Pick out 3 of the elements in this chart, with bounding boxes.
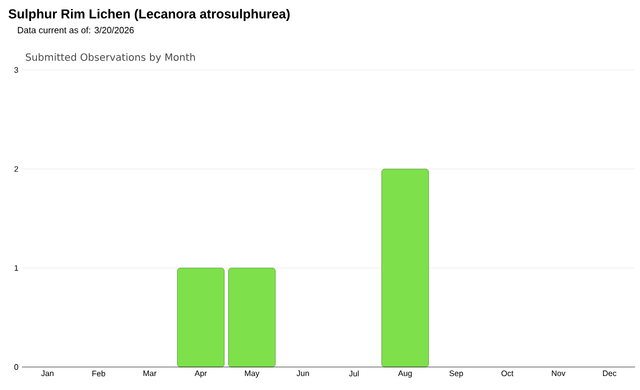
text: Submitted Observations by Month xyxy=(26,53,195,63)
chart-title: Sulphur Rim Lichen (Lecanora atrosulphurea) xyxy=(8,8,290,22)
chart-subtitle: Data current as of: 3/20/2026 xyxy=(18,26,134,34)
